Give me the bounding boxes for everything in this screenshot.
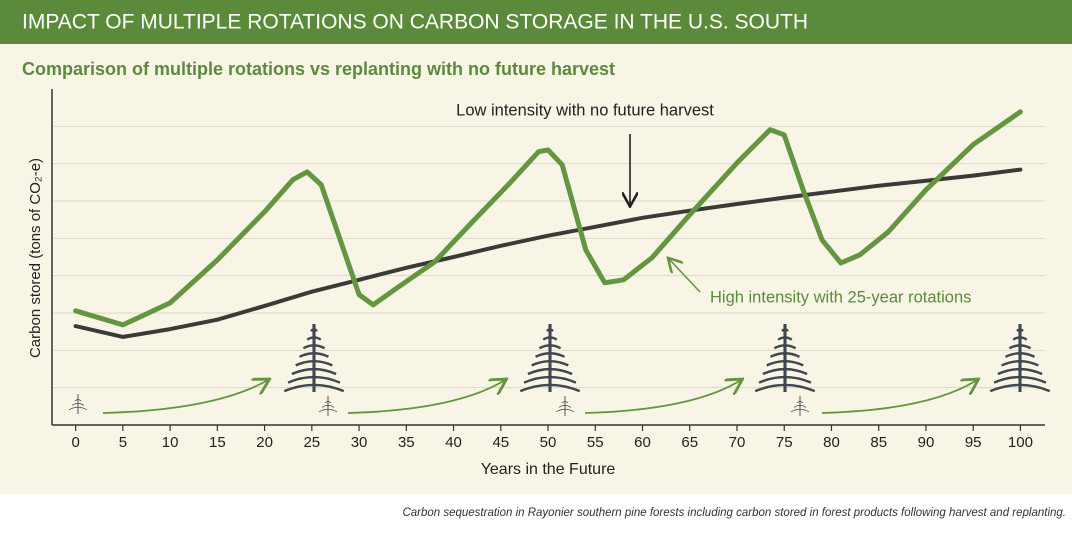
x-tick-label: 10 <box>162 434 179 451</box>
tree-branch <box>766 359 804 367</box>
decorations <box>68 324 1051 416</box>
tree-branch <box>531 359 569 367</box>
x-tick-label: 70 <box>729 434 746 451</box>
x-tick-label: 85 <box>870 434 887 451</box>
tree-branch <box>555 408 575 413</box>
tree-branch <box>68 406 88 411</box>
annotation-arrow <box>669 259 701 293</box>
x-tick-label: 30 <box>351 434 368 451</box>
plot <box>73 109 1023 339</box>
background <box>0 0 1072 494</box>
tree-branch <box>793 405 807 408</box>
x-tick-label: 50 <box>540 434 557 451</box>
tree-branch <box>796 401 804 404</box>
tree-branch <box>1001 359 1039 367</box>
tree-branch <box>769 352 801 358</box>
tree-branch <box>790 408 810 413</box>
header-bar <box>0 0 1072 44</box>
tree-branch <box>302 344 326 350</box>
tree-branch <box>781 328 789 332</box>
tree-icon <box>68 394 88 414</box>
tree-branch <box>318 408 338 413</box>
tree-branch <box>758 375 812 384</box>
tree-icon <box>555 396 575 416</box>
annotation: High intensity with 25-year rotations <box>710 288 971 306</box>
tree-branch <box>283 383 345 393</box>
tree-branch <box>997 367 1043 376</box>
tree-branch <box>561 401 569 404</box>
tree-branch <box>538 344 562 350</box>
x-tick-label: 35 <box>398 434 415 451</box>
tree-branch <box>762 367 808 376</box>
tree-branch <box>298 352 330 358</box>
header: IMPACT OF MULTIPLE ROTATIONS ON CARBON S… <box>22 11 808 34</box>
x-tick-label: 20 <box>256 434 273 451</box>
x-tick-label: 40 <box>445 434 462 451</box>
tree-branch <box>321 405 335 408</box>
x-tick-label: 90 <box>918 434 935 451</box>
y-axis-label: Carbon stored (tons of CO₂-e) <box>27 158 44 358</box>
x-tick-label: 65 <box>681 434 698 451</box>
tree-branch <box>1012 336 1028 341</box>
tree-branch <box>291 367 337 376</box>
rotation-arrow <box>821 380 977 414</box>
x-tick-label: 80 <box>823 434 840 451</box>
tree-icon <box>318 396 338 416</box>
tree-branch <box>1008 344 1032 350</box>
x-axis-label: Years in the Future <box>481 461 616 478</box>
tree-branch <box>324 401 332 404</box>
tree-branch <box>310 328 318 332</box>
tree-branch <box>523 375 577 384</box>
tree-branch <box>306 336 322 341</box>
tree-branch <box>777 336 793 341</box>
tree-branch <box>295 359 333 367</box>
tree-branch <box>519 383 581 393</box>
tree-branch <box>1016 328 1024 332</box>
chart-title: Comparison of multiple rotations vs repl… <box>22 59 615 79</box>
caption: Carbon sequestration in Rayonier souther… <box>402 507 1066 519</box>
x-tick-label: 100 <box>1008 434 1033 451</box>
tree-icon <box>989 324 1051 393</box>
tree-branch <box>989 383 1051 393</box>
tree-branch <box>773 344 797 350</box>
tree-icon <box>283 324 345 393</box>
tree-branch <box>534 352 566 358</box>
tree-icon <box>519 324 581 393</box>
rotation-arrow <box>347 380 505 414</box>
tree-branch <box>74 399 82 402</box>
x-tick-label: 60 <box>634 434 651 451</box>
x-tick-label: 15 <box>209 434 226 451</box>
tree-branch <box>542 336 558 341</box>
tree-branch <box>527 367 573 376</box>
x-tick-label: 55 <box>587 434 604 451</box>
x-tick-label: 25 <box>303 434 320 451</box>
tree-branch <box>1004 352 1036 358</box>
x-tick-label: 95 <box>965 434 982 451</box>
tree-branch <box>546 328 554 332</box>
tree-branch <box>287 375 341 384</box>
annotation: Low intensity with no future harvest <box>456 101 714 119</box>
rotation-arrow <box>102 380 268 414</box>
tree-branch <box>754 383 816 393</box>
grid: 0 5 10 15 20 25 30 35 40 45 50 55 60 65 70 75 80 85 90 95 10… <box>51 89 1045 451</box>
tree-branch <box>558 405 572 408</box>
tree-branch <box>993 375 1047 384</box>
tree-branch <box>71 403 85 406</box>
tree-icon <box>790 396 810 416</box>
x-tick-label: 0 <box>71 434 79 451</box>
x-tick-label: 75 <box>776 434 793 451</box>
rotation-arrow <box>584 380 741 414</box>
series-line <box>73 167 1023 339</box>
x-tick-label: 45 <box>492 434 509 451</box>
tree-icon <box>754 324 816 393</box>
series-line <box>73 109 1023 328</box>
x-tick-label: 5 <box>119 434 127 451</box>
